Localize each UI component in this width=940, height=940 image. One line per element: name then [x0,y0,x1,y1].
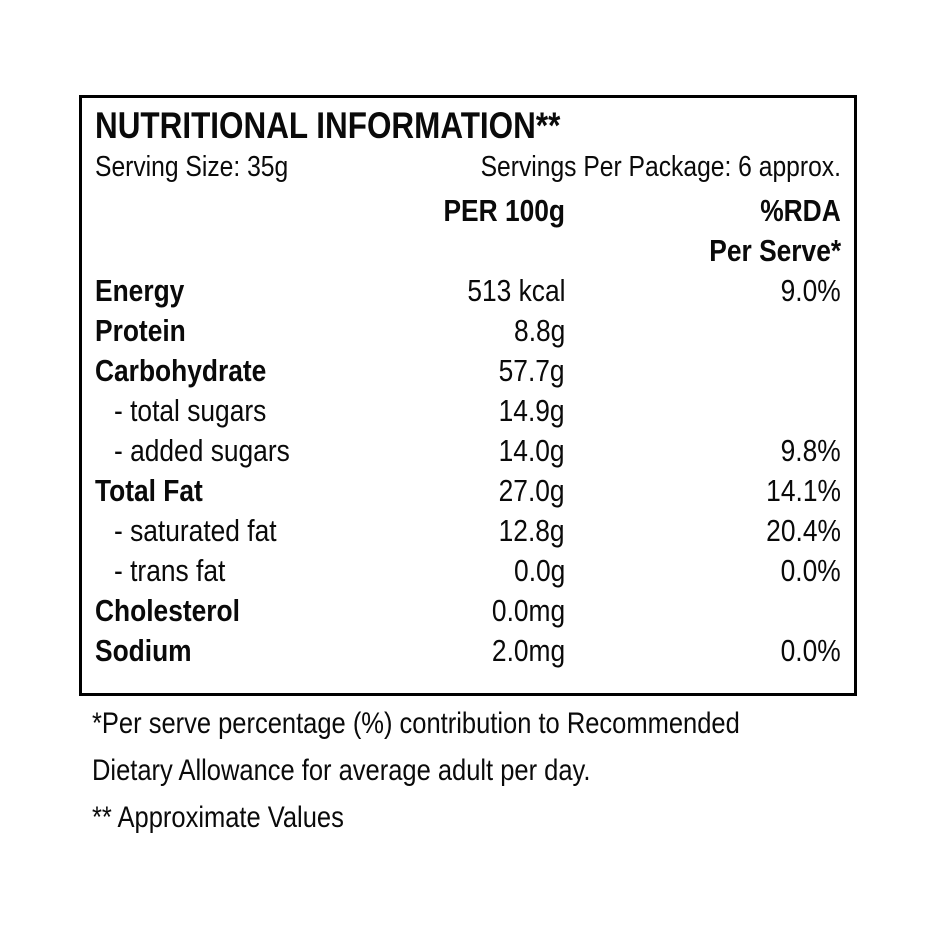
nutrient-name: - saturated fat [114,513,277,548]
nutrient-rda-per-serve [565,391,841,431]
footnotes: *Per serve percentage (%) contribution t… [92,700,854,841]
nutrient-row: - saturated fat 12.8g 20.4% [95,511,841,551]
nutrient-value-per-100g: 14.0g [499,433,565,468]
rda-header: %RDA [760,193,841,228]
nutrition-rows: Energy 513 kcal 9.0% Protein 8.8g Carboh… [95,271,841,671]
serving-info-row: Serving Size: 35g Servings Per Package: … [95,150,841,185]
nutrition-facts-content: NUTRITIONAL INFORMATION** Serving Size: … [82,98,854,671]
nutrient-name: Energy [95,273,185,308]
nutrient-rda-per-serve: 14.1% [766,473,841,508]
servings-per-package: Servings Per Package: 6 approx. [480,151,841,183]
nutrient-rda-per-serve [565,311,841,351]
per-100g-header: PER 100g [443,193,565,228]
nutrient-rda-per-serve [565,351,841,391]
nutrient-rda-per-serve [565,591,841,631]
nutrient-name: Cholesterol [95,593,240,628]
nutrient-name: Total Fat [95,473,203,508]
nutrient-name: - added sugars [114,433,290,468]
nutrient-name: - total sugars [114,393,267,428]
nutrient-row: - total sugars 14.9g [95,391,841,431]
footnote-line: Dietary Allowance for average adult per … [92,754,591,787]
nutrient-name: Protein [95,313,186,348]
label-title: NUTRITIONAL INFORMATION** [95,103,841,149]
nutrient-row: Protein 8.8g [95,311,841,351]
nutrient-value-per-100g: 0.0mg [491,593,565,628]
serving-size: Serving Size: 35g [95,151,289,183]
nutrient-rda-per-serve: 0.0% [780,553,841,588]
nutrition-facts-box: NUTRITIONAL INFORMATION** Serving Size: … [79,95,857,696]
nutrient-row: - trans fat 0.0g 0.0% [95,551,841,591]
nutrient-name: - trans fat [114,553,226,588]
nutrient-value-per-100g: 12.8g [499,513,565,548]
column-header-row: PER 100g %RDA [95,190,841,231]
nutrient-value-per-100g: 14.9g [499,393,565,428]
nutrient-row: - added sugars 14.0g 9.8% [95,431,841,471]
label-title-text: NUTRITIONAL INFORMATION** [95,105,561,146]
nutrient-row: Energy 513 kcal 9.0% [95,271,841,311]
footnote-line: *Per serve percentage (%) contribution t… [92,707,740,740]
nutrient-value-per-100g: 2.0mg [491,633,565,668]
nutrient-rda-per-serve: 0.0% [780,633,841,668]
footnote-line: ** Approximate Values [92,801,344,834]
nutrient-row: Cholesterol 0.0mg [95,591,841,631]
column-subheader-row: Per Serve* [95,231,841,271]
nutrient-value-per-100g: 57.7g [499,353,565,388]
per-serve-header: Per Serve* [709,233,841,268]
nutrient-value-per-100g: 27.0g [499,473,565,508]
nutrient-rda-per-serve: 20.4% [766,513,841,548]
nutrient-name: Carbohydrate [95,353,267,388]
nutrient-rda-per-serve: 9.8% [780,433,841,468]
nutrient-value-per-100g: 513 kcal [466,273,565,308]
nutrient-name: Sodium [95,633,192,668]
nutrient-row: Sodium 2.0mg 0.0% [95,631,841,671]
nutrient-value-per-100g: 0.0g [513,553,565,588]
nutrient-value-per-100g: 8.8g [513,313,565,348]
nutrient-rda-per-serve: 9.0% [780,273,841,308]
nutrient-row: Carbohydrate 57.7g [95,351,841,391]
nutrient-row: Total Fat 27.0g 14.1% [95,471,841,511]
